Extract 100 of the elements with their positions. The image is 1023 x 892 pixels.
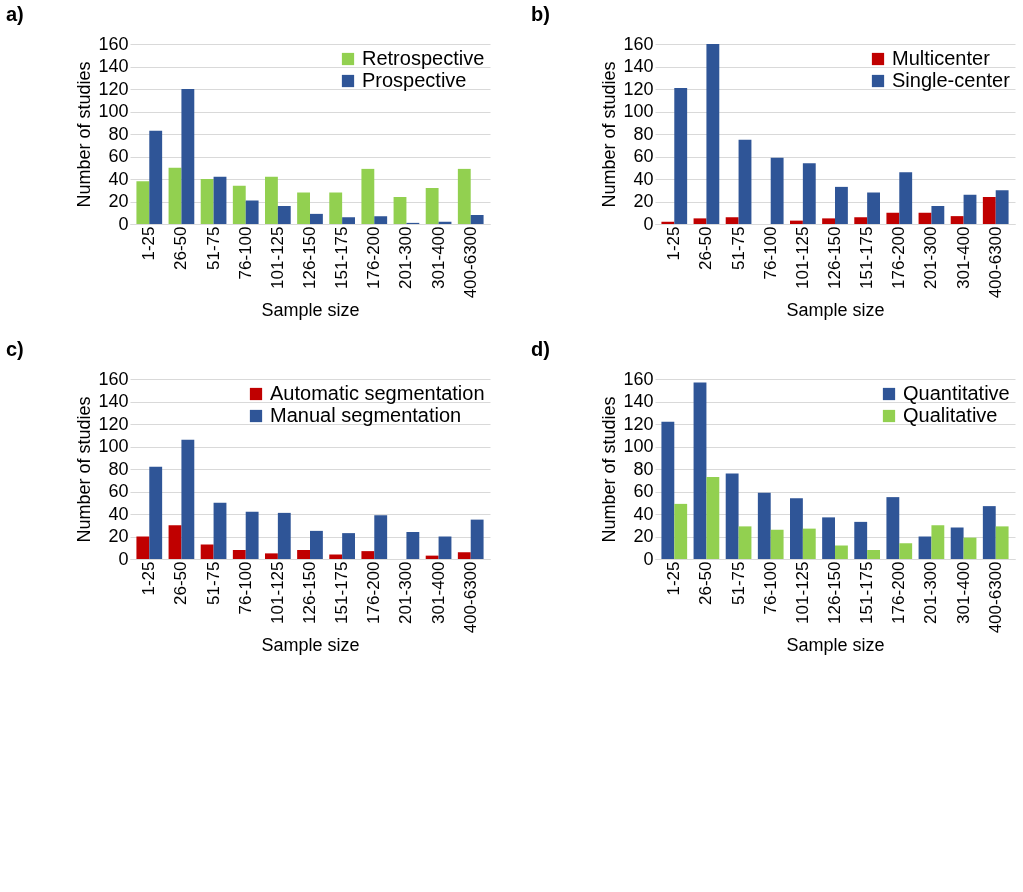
bar [470,519,484,559]
x-tick-label: 26-50 [696,561,716,605]
bar [329,554,343,559]
bar [245,511,259,559]
x-axis-title: Sample size [786,300,885,321]
bar [200,544,214,559]
bar [918,212,932,224]
x-tick-label: 26-50 [696,226,716,270]
bar [886,212,900,224]
bar [738,526,752,559]
bar [995,190,1009,224]
bar [886,497,900,559]
x-axis-title: Sample size [786,635,885,656]
x-tick-label: 26-50 [171,226,191,270]
bar [277,512,291,559]
x-tick-label: 101-125 [792,226,812,289]
bar [265,176,278,224]
x-tick-label: 126-150 [300,226,319,289]
bar [725,217,739,224]
bar [457,552,471,559]
y-tick-label: 60 [633,481,654,501]
legend-label: Multicenter [892,47,991,69]
y-tick-label: 120 [98,413,129,434]
x-tick-label: 201-300 [921,226,941,289]
y-tick-label: 120 [623,413,654,434]
bar [854,521,868,559]
bar [982,197,996,224]
x-tick-label: 101-125 [267,226,287,289]
x-tick-label: 51-75 [203,226,223,270]
bar [310,530,323,559]
bar [963,537,977,559]
legend-label: Prospective [362,69,467,91]
bar [995,526,1009,559]
bar [899,543,913,559]
x-tick-label: 400-6300 [985,561,1005,634]
bar [149,466,163,559]
y-tick-label: 0 [118,548,129,569]
bar [425,555,439,559]
x-tick-label: 126-150 [825,226,844,289]
y-tick-label: 120 [98,78,129,99]
y-tick-label: 160 [98,368,129,389]
y-tick-label: 60 [108,481,129,501]
bar [918,536,932,559]
x-tick-label: 1-25 [139,226,159,261]
bar [802,163,816,224]
x-tick-label: 101-125 [267,561,287,624]
bar [245,200,259,224]
x-tick-label: 1-25 [664,561,684,596]
bar [822,218,835,224]
bar [168,525,182,559]
legend-label: Automatic segmentation [270,382,485,404]
y-tick-label: 100 [623,101,654,121]
bar [342,217,355,224]
bar [931,206,945,224]
bar [674,87,688,224]
x-tick-label: 126-150 [825,561,844,624]
x-tick-label: 301-400 [953,561,973,624]
y-tick-label: 60 [633,146,654,166]
chart-title: b) [530,3,550,25]
x-tick-label: 176-200 [889,226,909,289]
chart-title: a) [5,3,24,25]
bar [982,506,996,559]
x-tick-label: 151-175 [332,561,352,624]
bar [661,221,675,224]
bar [374,515,388,559]
x-tick-label: 76-100 [235,561,255,615]
legend-label: Retrospective [362,47,485,69]
y-tick-label: 80 [633,123,654,144]
y-axis-title: Number of studies [599,61,620,208]
bar [470,215,484,224]
y-tick-label: 80 [108,458,129,479]
x-axis-title: Sample size [261,300,360,321]
bar [802,528,816,559]
bar [149,130,163,224]
y-tick-label: 0 [643,213,654,234]
bar [425,188,439,224]
bar [232,185,246,224]
bar [757,492,771,559]
bar [790,220,803,224]
y-tick-label: 80 [108,123,129,144]
legend-label: Single-center [892,69,1011,91]
y-tick-label: 100 [98,101,129,121]
y-tick-label: 0 [118,213,129,234]
bar [361,168,375,224]
bar [297,550,310,559]
x-tick-label: 400-6300 [460,226,480,299]
bar [213,502,227,559]
bar [950,527,964,559]
bar [674,503,688,559]
x-tick-label: 101-125 [792,561,812,624]
y-axis-title: Number of studies [599,396,620,543]
x-tick-label: 76-100 [760,561,780,615]
x-tick-label: 1-25 [139,561,159,596]
y-tick-label: 160 [623,33,654,54]
bar [329,192,343,224]
bar [725,473,739,559]
bar [297,192,310,224]
x-tick-label: 301-400 [428,226,448,289]
bar [457,168,471,224]
y-tick-label: 0 [643,548,654,569]
